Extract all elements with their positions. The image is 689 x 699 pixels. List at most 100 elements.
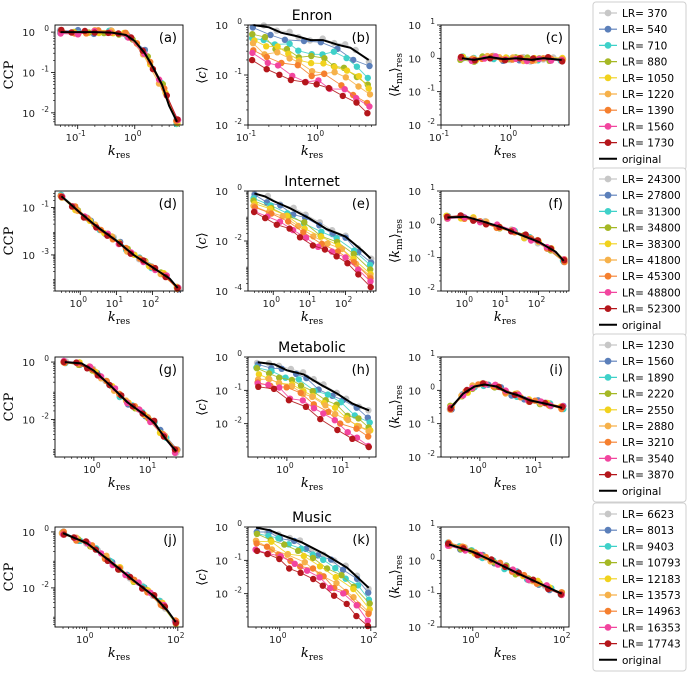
panel-label: (h) [352, 363, 370, 378]
series-point-5 [274, 43, 281, 50]
series-point-2 [366, 62, 373, 70]
legend-marker-2 [604, 526, 612, 534]
legend-marker-9 [604, 640, 612, 647]
legend-original-label: original [622, 655, 661, 667]
series-point-4 [301, 219, 308, 226]
series-point-9 [302, 79, 309, 86]
series-point-2 [339, 566, 347, 573]
series-point-6 [279, 212, 286, 220]
original-line [447, 215, 565, 262]
series-point-7 [294, 61, 301, 69]
series-point-8 [367, 278, 374, 285]
series-point-4 [321, 55, 328, 62]
y-tick-label: 10 -4 [215, 283, 242, 298]
y-tick-label: 10 0 [408, 50, 435, 65]
series-point-9 [313, 81, 320, 88]
series-point-4 [350, 250, 357, 258]
series-point-5 [316, 563, 324, 570]
series-point-4 [294, 547, 302, 554]
y-tick-label: 10 -1 [408, 84, 435, 99]
series-point-7 [309, 565, 317, 572]
y-tick-label: 10 -2 [408, 117, 435, 132]
series-point-4 [297, 382, 305, 389]
y-tick-label: 10 -1 [215, 67, 242, 82]
y-tick-label: 10 1 [408, 183, 435, 198]
y-tick-label: 10 -2 [408, 283, 435, 298]
original-line [257, 361, 370, 412]
panel-label: (b) [352, 31, 370, 46]
legend-marker-7 [604, 272, 612, 280]
series-line-3 [447, 215, 564, 262]
series-point-9 [325, 84, 332, 92]
y-tick-label: 10 0 [215, 349, 242, 364]
x-tick-label: 100 [469, 461, 487, 476]
series-point-9 [253, 547, 261, 555]
legend-box [592, 502, 687, 672]
legend-marker-6 [604, 90, 612, 98]
series-point-5 [331, 63, 338, 71]
legend-label: LR= 48800 [622, 287, 681, 299]
series-line-9 [63, 534, 177, 624]
series-point-7 [365, 433, 372, 440]
series-point-8 [366, 103, 373, 110]
legend-marker-4 [604, 390, 612, 397]
series-line-5 [446, 215, 565, 260]
series-point-9 [248, 56, 256, 64]
series-point-8 [291, 560, 298, 567]
legend-marker-9 [604, 471, 612, 478]
legend-marker-7 [604, 106, 612, 114]
original-line [60, 195, 179, 289]
series-point-9 [310, 575, 317, 583]
panel-k: 100 102 10-2 10-1 10 0 (k) Music kres ⟨c⟩ [195, 510, 378, 663]
series-point-7 [350, 259, 358, 266]
x-tick-label: 100 [455, 295, 473, 310]
y-axis-label: ⟨c⟩ [195, 568, 210, 585]
legend-label: LR= 16353 [622, 622, 681, 634]
x-axis-label: kres [108, 310, 131, 327]
x-tick-label: 100 [124, 129, 142, 144]
y-tick-label: 10 -2 [408, 619, 435, 634]
legend-marker-8 [604, 624, 612, 631]
series-point-3 [320, 556, 327, 563]
series-point-6 [322, 402, 329, 409]
legend-marker-1 [604, 510, 612, 518]
series-point-7 [263, 543, 271, 550]
panel-label: (g) [159, 363, 177, 378]
series-point-9 [355, 271, 362, 278]
legend-label: LR= 12183 [622, 574, 681, 586]
series-line-4 [447, 216, 565, 262]
legend-marker-1 [604, 9, 612, 17]
x-axis-label: kres [108, 646, 131, 663]
series-point-8 [310, 405, 318, 412]
y-tick-label: 10 0 [22, 524, 49, 539]
series-point-6 [366, 91, 374, 98]
legend-marker-3 [604, 374, 612, 381]
panel-j: 100 102 10 -2 10 0 (j) kres CCP [2, 524, 185, 663]
legend-marker-5 [604, 575, 612, 583]
legend-marker-2 [604, 191, 612, 199]
axes-frame [54, 356, 184, 458]
series-line-8 [252, 52, 370, 107]
series-point-6 [288, 383, 296, 390]
y-tick-label: 10 0 [215, 17, 242, 32]
series-point-8 [316, 574, 323, 581]
panel-label: (a) [159, 31, 177, 46]
series-point-6 [309, 393, 316, 400]
series-point-7 [297, 389, 304, 397]
series-point-9 [286, 225, 293, 232]
x-tick-label: 100 [462, 631, 480, 646]
x-tick-label: 102 [335, 295, 353, 310]
y-tick-label: 10 -1 [408, 586, 435, 601]
series-point-8 [265, 381, 272, 389]
series-line-8 [254, 210, 371, 282]
legend-marker-7 [604, 438, 612, 446]
legend-label: LR= 41800 [622, 255, 681, 267]
series-point-5 [307, 59, 315, 67]
series-point-2 [365, 589, 372, 596]
series-point-6 [301, 559, 308, 566]
x-tick-label: 102 [142, 295, 160, 310]
series-point-7 [283, 384, 290, 391]
y-tick-label: 10 -2 [215, 586, 242, 601]
series-line-6 [61, 532, 177, 622]
series-point-8 [299, 397, 306, 404]
